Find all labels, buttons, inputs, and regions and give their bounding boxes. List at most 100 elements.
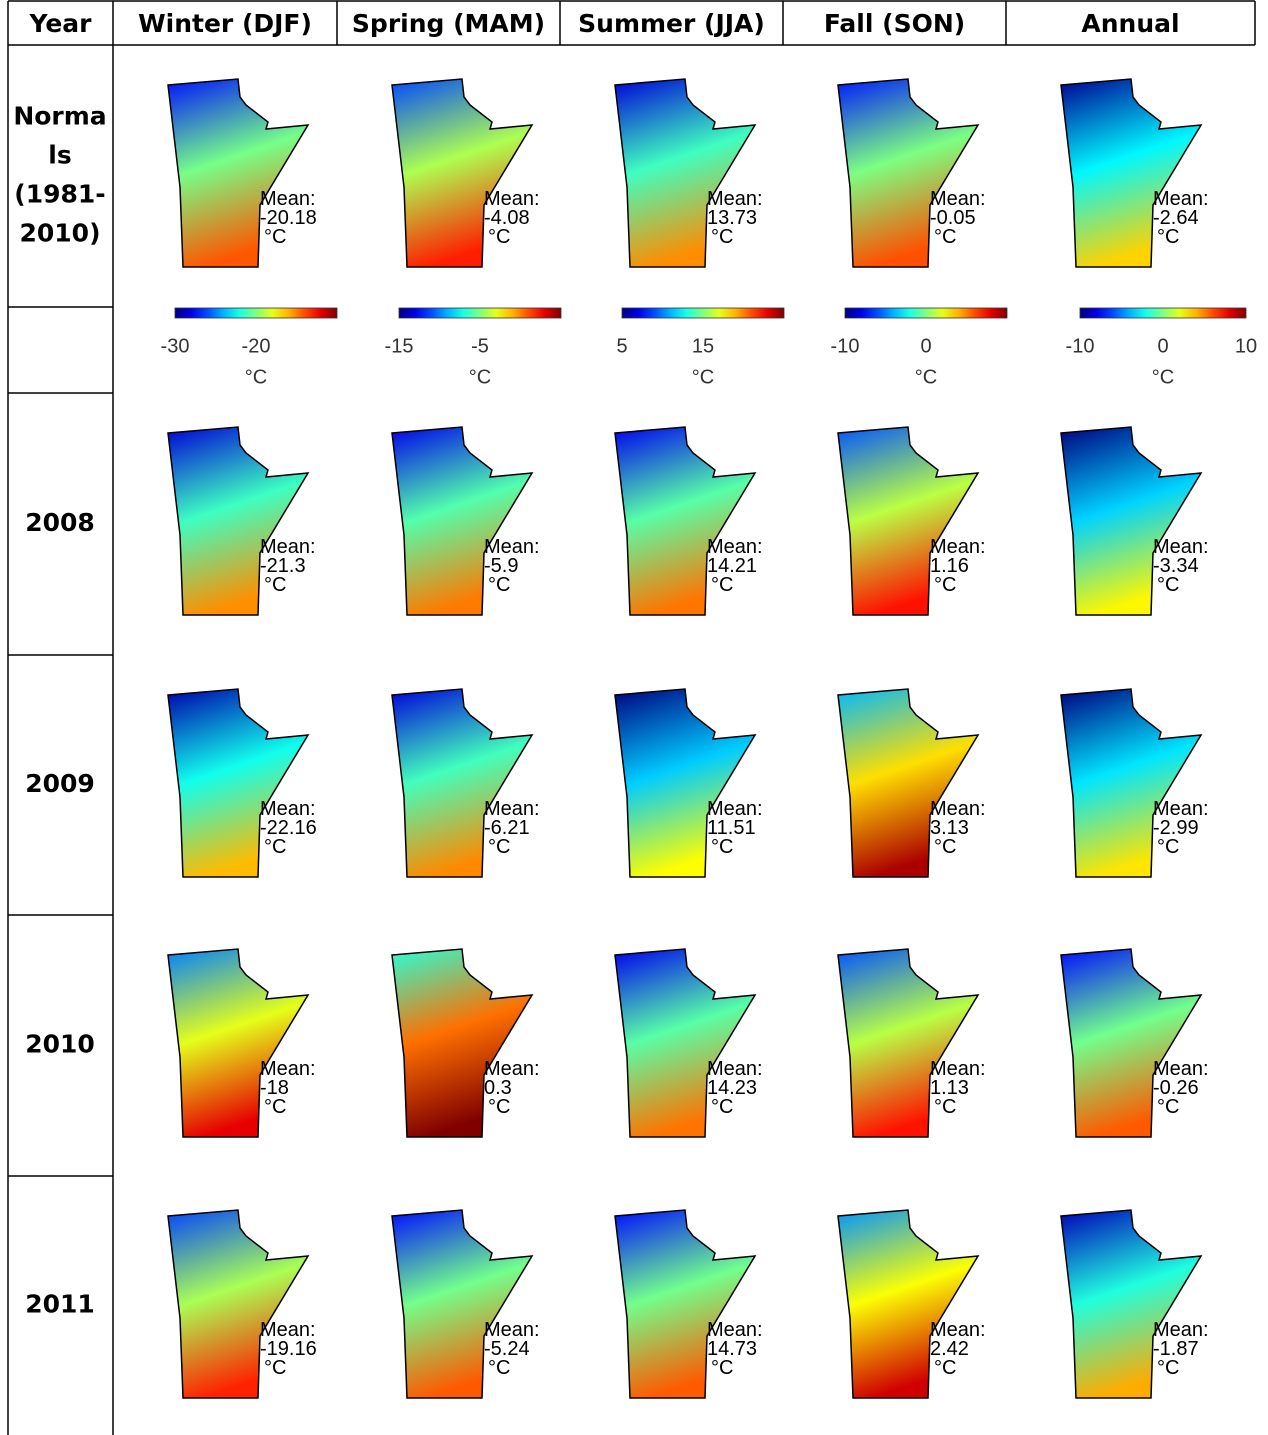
mean-label: Mean:	[484, 798, 540, 820]
mean-label: Mean:	[260, 1319, 316, 1341]
mean-value: 2.42	[930, 1338, 969, 1360]
colorbar-tick-label: -20	[242, 335, 271, 357]
mean-value: -18	[260, 1077, 289, 1099]
mean-label: Mean:	[1153, 1058, 1209, 1080]
mean-unit: °C	[1157, 574, 1179, 596]
colorbar-tick-label: -30	[161, 335, 190, 357]
row-label: ls	[48, 141, 71, 170]
column-header: Winter (DJF)	[138, 9, 312, 38]
mean-unit: °C	[934, 574, 956, 596]
mean-value: 13.73	[707, 207, 757, 229]
map	[1060, 688, 1203, 878]
mean-label: Mean:	[930, 536, 986, 558]
mean-value: -1.87	[1153, 1338, 1199, 1360]
mean-value: -0.26	[1153, 1077, 1199, 1099]
row-label: 2010	[25, 1030, 95, 1059]
map	[391, 426, 534, 616]
colorbar	[1079, 307, 1247, 319]
column-header: Year	[29, 9, 93, 38]
map	[837, 78, 980, 268]
mean-label: Mean:	[707, 188, 763, 210]
map	[167, 948, 310, 1138]
mean-unit: °C	[1157, 836, 1179, 858]
mean-unit: °C	[264, 226, 286, 248]
mean-value: -4.08	[484, 207, 530, 229]
colorbar-tick-label: 0	[920, 335, 931, 357]
row-label: (1981-	[14, 180, 105, 209]
mean-value: 0.3	[484, 1077, 512, 1099]
column-header: Fall (SON)	[824, 9, 965, 38]
colorbar-tick-label: 0	[1157, 335, 1168, 357]
colorbar-unit: °C	[915, 366, 937, 388]
mean-unit: °C	[488, 1096, 510, 1118]
mean-unit: °C	[1157, 1357, 1179, 1379]
mean-unit: °C	[934, 1357, 956, 1379]
mean-unit: °C	[711, 226, 733, 248]
map	[614, 688, 757, 878]
colorbar	[621, 307, 785, 319]
colorbar-tick-label: 10	[1235, 335, 1257, 357]
mean-value: -5.9	[484, 555, 518, 577]
mean-label: Mean:	[484, 1319, 540, 1341]
column-header: Annual	[1081, 9, 1179, 38]
mean-label: Mean:	[484, 1058, 540, 1080]
mean-unit: °C	[488, 1357, 510, 1379]
row-label: 2008	[25, 508, 95, 537]
colorbar-tick-label: -10	[1066, 335, 1095, 357]
mean-unit: °C	[264, 836, 286, 858]
row-label: 2011	[25, 1290, 95, 1319]
mean-value: 1.13	[930, 1077, 969, 1099]
map	[837, 426, 980, 616]
colorbar-tick-label: -5	[471, 335, 489, 357]
mean-label: Mean:	[484, 188, 540, 210]
mean-label: Mean:	[930, 1058, 986, 1080]
map	[167, 1209, 310, 1399]
map	[614, 426, 757, 616]
mean-unit: °C	[711, 574, 733, 596]
colorbar	[398, 307, 562, 319]
map	[391, 688, 534, 878]
mean-unit: °C	[711, 1096, 733, 1118]
mean-value: 3.13	[930, 817, 969, 839]
mean-label: Mean:	[707, 1058, 763, 1080]
column-header: Spring (MAM)	[352, 9, 545, 38]
row-label: 2010)	[19, 219, 100, 248]
mean-unit: °C	[934, 1096, 956, 1118]
map	[1060, 1209, 1203, 1399]
map	[391, 78, 534, 268]
mean-label: Mean:	[484, 536, 540, 558]
mean-label: Mean:	[707, 798, 763, 820]
column-header: Summer (JJA)	[578, 9, 765, 38]
mean-unit: °C	[1157, 226, 1179, 248]
colorbar-unit: °C	[245, 366, 267, 388]
mean-value: -2.64	[1153, 207, 1199, 229]
mean-label: Mean:	[1153, 188, 1209, 210]
colorbar-unit: °C	[1152, 366, 1174, 388]
mean-unit: °C	[711, 1357, 733, 1379]
mean-unit: °C	[711, 836, 733, 858]
colorbar-tick-label: 15	[692, 335, 714, 357]
row-label: Norma	[13, 102, 106, 131]
mean-label: Mean:	[707, 1319, 763, 1341]
mean-label: Mean:	[930, 188, 986, 210]
mean-unit: °C	[488, 836, 510, 858]
mean-value: -19.16	[260, 1338, 317, 1360]
colorbar-tick-label: -15	[385, 335, 414, 357]
mean-unit: °C	[264, 574, 286, 596]
row-label: 2009	[25, 769, 95, 798]
mean-label: Mean:	[1153, 798, 1209, 820]
mean-label: Mean:	[260, 1058, 316, 1080]
mean-label: Mean:	[1153, 536, 1209, 558]
map	[167, 688, 310, 878]
mean-label: Mean:	[260, 798, 316, 820]
mean-unit: °C	[264, 1096, 286, 1118]
map	[391, 1209, 534, 1399]
mean-value: -0.05	[930, 207, 976, 229]
map	[837, 1209, 980, 1399]
mean-label: Mean:	[260, 536, 316, 558]
mean-label: Mean:	[260, 188, 316, 210]
map	[1060, 948, 1203, 1138]
mean-unit: °C	[488, 574, 510, 596]
mean-label: Mean:	[930, 1319, 986, 1341]
